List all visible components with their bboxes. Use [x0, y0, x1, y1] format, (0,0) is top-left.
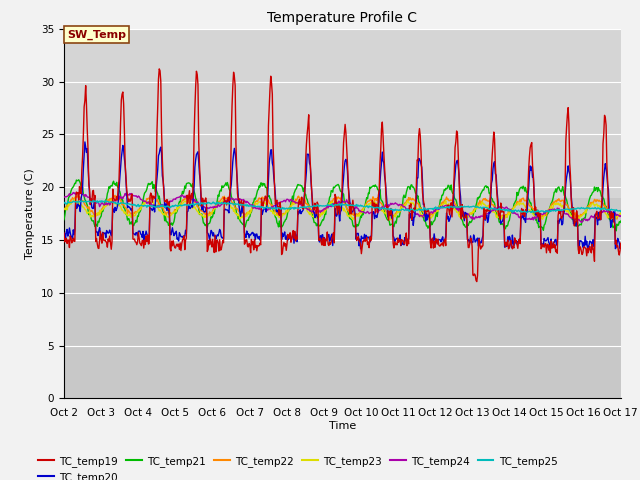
TC_temp24: [428, 209, 435, 215]
Line: TC_temp25: TC_temp25: [64, 201, 621, 213]
TC_temp24: [70, 191, 78, 196]
Line: TC_temp24: TC_temp24: [64, 192, 621, 222]
Bar: [64, 29, 621, 198]
TC_temp25: [617, 209, 625, 215]
TC_temp20: [70, 232, 78, 238]
TC_temp25: [70, 199, 78, 204]
TC_temp19: [214, 240, 222, 246]
TC_temp20: [185, 203, 193, 208]
TC_temp20: [428, 240, 435, 246]
TC_temp21: [428, 219, 435, 225]
Line: TC_temp22: TC_temp22: [64, 195, 621, 219]
TC_temp21: [128, 221, 136, 227]
Text: SW_Temp: SW_Temp: [67, 29, 126, 39]
Line: TC_temp23: TC_temp23: [64, 199, 621, 220]
TC_temp22: [613, 216, 621, 222]
TC_temp20: [60, 235, 68, 241]
Title: Temperature Profile C: Temperature Profile C: [268, 11, 417, 25]
TC_temp23: [617, 210, 625, 216]
TC_temp22: [60, 206, 68, 212]
TC_temp23: [185, 198, 193, 204]
TC_temp23: [214, 203, 222, 208]
TC_temp24: [77, 189, 85, 195]
TC_temp20: [617, 244, 625, 250]
TC_temp22: [617, 211, 625, 216]
Y-axis label: Temperature (C): Temperature (C): [26, 168, 35, 259]
TC_temp22: [411, 197, 419, 203]
TC_temp24: [411, 210, 419, 216]
TC_temp19: [617, 240, 625, 246]
TC_temp22: [184, 195, 192, 201]
TC_temp25: [428, 205, 435, 211]
TC_temp24: [185, 193, 193, 199]
Line: TC_temp20: TC_temp20: [64, 142, 621, 250]
TC_temp21: [60, 217, 68, 223]
Line: TC_temp19: TC_temp19: [64, 69, 621, 282]
TC_temp20: [128, 205, 136, 211]
TC_temp20: [214, 233, 222, 239]
TC_temp19: [185, 194, 193, 200]
TC_temp23: [71, 196, 79, 202]
TC_temp22: [127, 211, 135, 216]
TC_temp19: [156, 66, 163, 72]
TC_temp21: [185, 180, 193, 186]
Legend: TC_temp19, TC_temp20, TC_temp21, TC_temp22, TC_temp23, TC_temp24, TC_temp25: TC_temp19, TC_temp20, TC_temp21, TC_temp…: [34, 452, 562, 480]
TC_temp25: [128, 202, 136, 208]
TC_temp21: [214, 192, 222, 198]
TC_temp25: [60, 200, 68, 206]
TC_temp22: [185, 192, 193, 198]
TC_temp19: [473, 279, 481, 285]
TC_temp20: [411, 214, 419, 220]
TC_temp25: [102, 198, 109, 204]
TC_temp23: [411, 204, 419, 209]
TC_temp19: [411, 208, 419, 214]
TC_temp21: [612, 228, 620, 234]
Line: TC_temp21: TC_temp21: [64, 180, 621, 231]
Bar: [64, 198, 621, 398]
TC_temp21: [617, 218, 625, 224]
TC_temp25: [214, 200, 222, 205]
TC_temp20: [81, 139, 89, 145]
TC_temp22: [70, 197, 78, 203]
TC_temp24: [214, 202, 222, 207]
TC_temp24: [60, 194, 68, 200]
TC_temp23: [60, 205, 68, 211]
TC_temp23: [128, 212, 136, 217]
TC_temp22: [428, 211, 435, 216]
TC_temp24: [128, 191, 136, 197]
TC_temp20: [575, 247, 583, 252]
TC_temp19: [60, 230, 68, 236]
TC_temp23: [428, 215, 435, 221]
TC_temp21: [411, 187, 419, 193]
TC_temp21: [70, 182, 78, 188]
TC_temp19: [428, 245, 435, 251]
TC_temp19: [127, 192, 135, 197]
X-axis label: Time: Time: [329, 421, 356, 431]
TC_temp19: [70, 239, 78, 244]
TC_temp22: [214, 200, 222, 206]
TC_temp24: [577, 219, 585, 225]
TC_temp24: [617, 213, 625, 219]
TC_temp25: [185, 202, 193, 208]
TC_temp23: [609, 217, 616, 223]
TC_temp25: [411, 208, 419, 214]
TC_temp21: [75, 177, 83, 182]
TC_temp23: [70, 197, 78, 203]
TC_temp25: [527, 210, 535, 216]
